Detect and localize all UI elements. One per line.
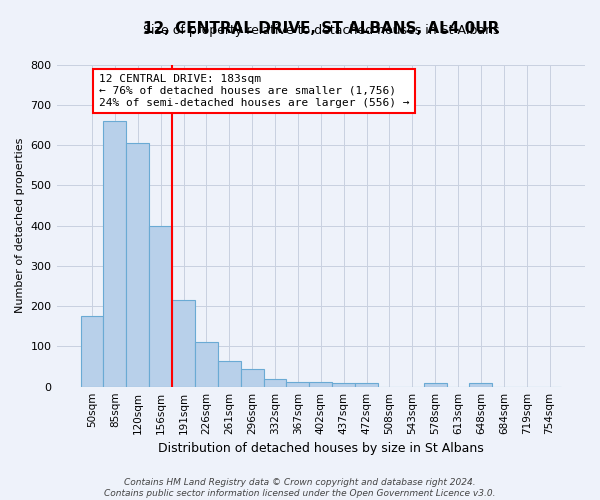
X-axis label: Distribution of detached houses by size in St Albans: Distribution of detached houses by size … [158, 442, 484, 455]
Bar [263, 380, 286, 386]
Text: Contains HM Land Registry data © Crown copyright and database right 2024.
Contai: Contains HM Land Registry data © Crown c… [104, 478, 496, 498]
Title: Size of property relative to detached houses in St Albans: Size of property relative to detached ho… [143, 24, 499, 37]
Bar [218, 362, 241, 386]
Bar [127, 143, 149, 386]
Y-axis label: Number of detached properties: Number of detached properties [15, 138, 25, 314]
Bar [286, 382, 310, 386]
Bar [424, 384, 446, 386]
Text: 12 CENTRAL DRIVE: 183sqm
← 76% of detached houses are smaller (1,756)
24% of sem: 12 CENTRAL DRIVE: 183sqm ← 76% of detach… [99, 74, 409, 108]
Bar [172, 300, 195, 386]
Bar [241, 368, 263, 386]
Bar [149, 226, 172, 386]
Bar [195, 342, 218, 386]
Text: 12, CENTRAL DRIVE, ST ALBANS, AL4 0UR: 12, CENTRAL DRIVE, ST ALBANS, AL4 0UR [143, 20, 499, 36]
Bar [469, 384, 493, 386]
Bar [80, 316, 103, 386]
Bar [355, 384, 378, 386]
Bar [332, 384, 355, 386]
Bar [103, 121, 127, 386]
Bar [310, 382, 332, 386]
